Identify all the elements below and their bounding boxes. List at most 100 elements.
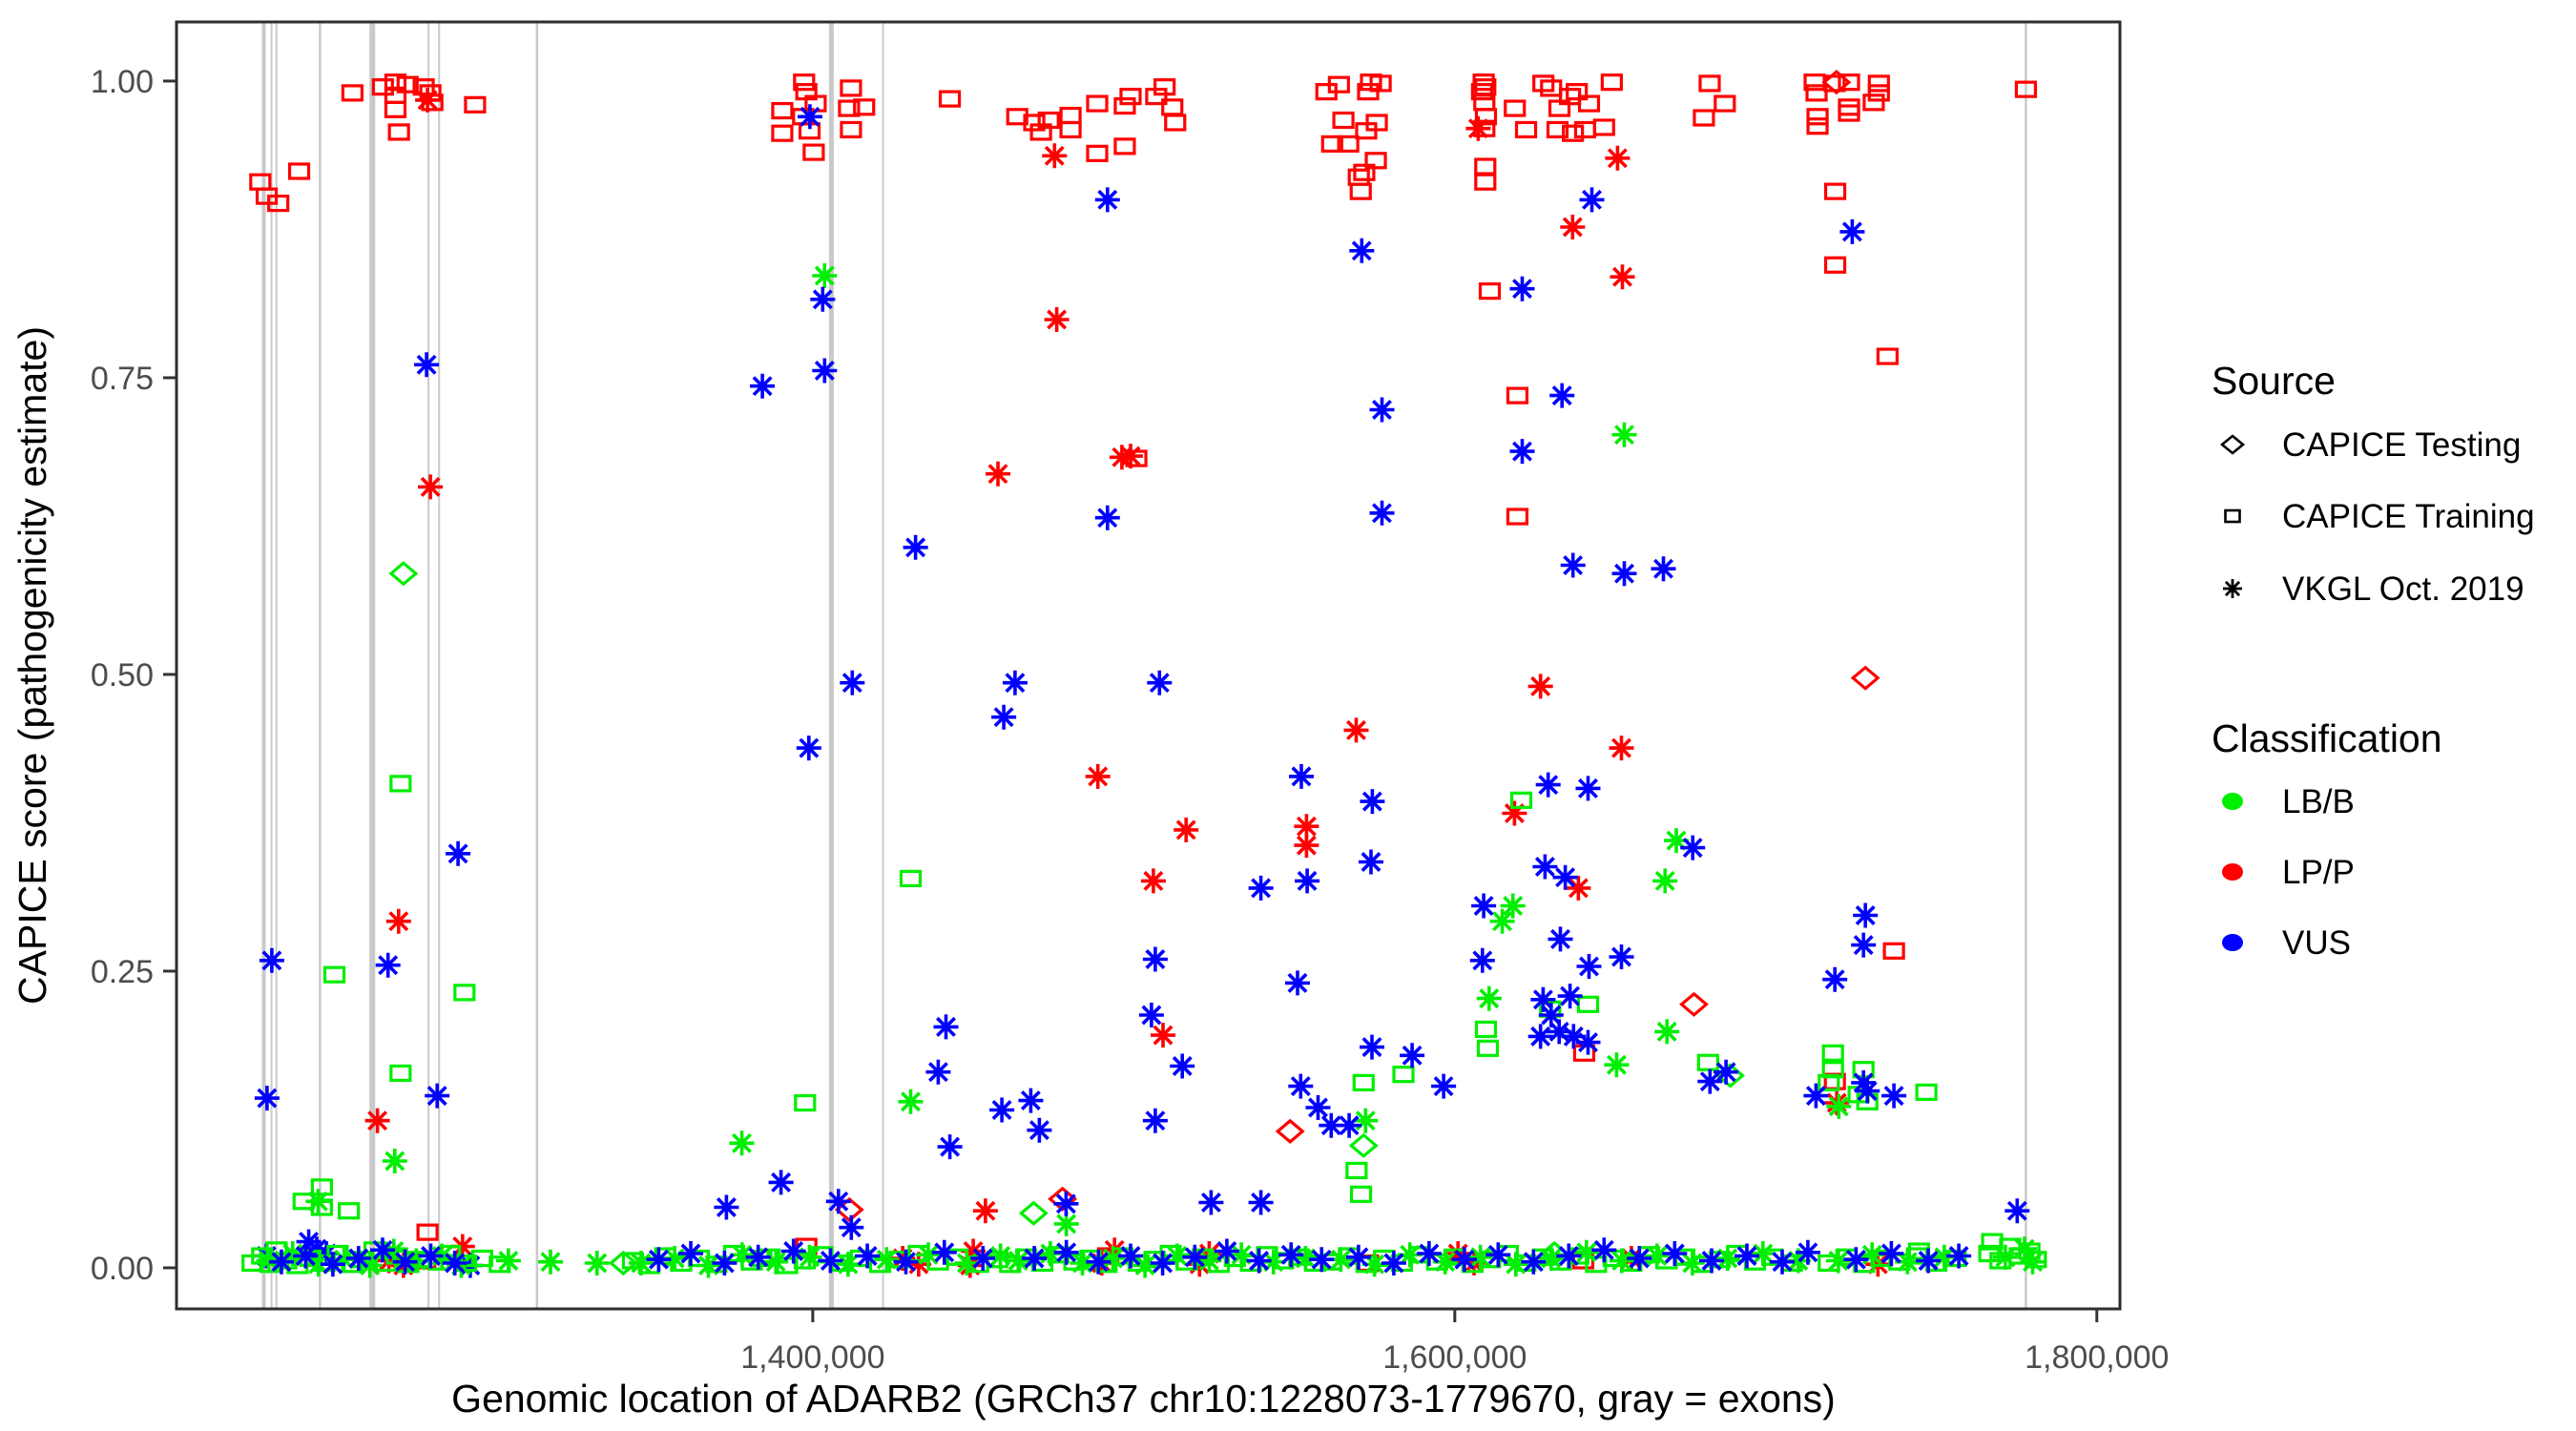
data-point [1803, 1083, 1829, 1109]
data-point [1822, 966, 1848, 992]
data-point [310, 1178, 334, 1196]
data-point [1474, 173, 1497, 191]
data-point [1714, 1246, 1740, 1271]
data-point [1546, 120, 1569, 139]
data-point [1348, 1132, 1379, 1158]
data-point [1416, 1241, 1442, 1266]
data-point [305, 1252, 331, 1277]
data-point [1059, 106, 1082, 125]
data-point [418, 1243, 444, 1269]
data-point [818, 1248, 843, 1274]
data-point [1654, 1019, 1680, 1045]
data-point [1566, 83, 1589, 101]
data-point [1915, 1083, 1938, 1101]
data-point [1472, 73, 1495, 92]
data-point [1289, 763, 1314, 789]
y-tick-label: 1.00 [91, 64, 154, 100]
data-point [1821, 70, 1852, 95]
data-point [1806, 108, 1829, 126]
data-point [384, 100, 407, 118]
data-point [1022, 1246, 1048, 1271]
data-point [269, 1249, 294, 1275]
data-point [771, 101, 794, 120]
data-point [1164, 1243, 1190, 1269]
data-point [1575, 776, 1601, 801]
data-point [1823, 182, 1847, 200]
data-point [1735, 1243, 1759, 1269]
data-point [1838, 73, 1860, 92]
data-point [893, 1249, 919, 1275]
data-point [991, 704, 1017, 730]
data-point [840, 120, 862, 139]
x-tick-label: 1,600,000 [1382, 1339, 1527, 1376]
data-point [1355, 122, 1378, 140]
data-point [1070, 1251, 1095, 1275]
data-point [972, 1198, 998, 1224]
data-point [1862, 93, 1885, 112]
data-point [448, 1253, 474, 1278]
data-point [1164, 114, 1187, 132]
data-point [1579, 187, 1605, 213]
y-tick-label: 0.00 [91, 1251, 154, 1287]
data-point [1609, 1248, 1634, 1274]
data-point [1364, 152, 1387, 170]
legend-classification-swatch [2222, 793, 2243, 810]
legend-source-item-label: CAPICE Training [2282, 498, 2535, 535]
data-point [314, 1241, 340, 1266]
data-point [797, 1244, 822, 1270]
data-point [1931, 1244, 1957, 1270]
data-point [970, 1246, 996, 1271]
data-point [1347, 168, 1370, 186]
data-point [1153, 78, 1176, 96]
y-tick-label: 0.50 [91, 657, 154, 694]
data-point [1611, 561, 1637, 587]
data-point [1086, 1249, 1111, 1275]
data-point [954, 1251, 980, 1275]
data-point [1566, 875, 1591, 901]
data-point [662, 1246, 688, 1271]
data-point [1609, 736, 1634, 761]
data-point [987, 1243, 1013, 1269]
y-tick-label: 0.25 [91, 954, 154, 990]
data-point [938, 90, 962, 108]
data-point [331, 1247, 357, 1273]
data-point [812, 358, 838, 384]
data-point [254, 1086, 280, 1111]
data-point [1349, 1185, 1373, 1203]
data-point [389, 1064, 412, 1083]
data-point [1369, 500, 1395, 526]
data-point [712, 1251, 737, 1275]
data-point [1275, 1118, 1305, 1144]
data-point [1142, 1108, 1168, 1133]
data-point [1392, 1066, 1415, 1084]
data-point [2219, 434, 2246, 455]
data-point [933, 1014, 959, 1040]
data-point [1027, 1117, 1052, 1143]
data-point [1309, 1247, 1335, 1273]
data-point [1337, 1112, 1362, 1138]
data-point [2224, 508, 2241, 524]
data-point [389, 775, 412, 793]
data-point [1509, 791, 1533, 809]
data-point [1821, 1044, 1844, 1062]
data-point [449, 1234, 475, 1259]
data-point [1288, 1073, 1314, 1099]
legend-classification-item-label: LB/B [2282, 783, 2355, 820]
data-point [1142, 946, 1168, 972]
data-point [414, 352, 440, 378]
data-point [370, 1237, 395, 1263]
data-point [768, 1170, 794, 1195]
data-point [794, 1093, 817, 1112]
data-point [442, 1251, 467, 1275]
data-point [1285, 970, 1310, 996]
data-point [898, 1089, 924, 1114]
data-point [364, 1108, 390, 1133]
legend-classification-swatch [2222, 934, 2243, 951]
data-point [1514, 120, 1538, 139]
data-point [1785, 1248, 1811, 1274]
data-point [916, 1242, 941, 1268]
data-point [855, 1243, 881, 1269]
data-point [415, 87, 441, 113]
data-point [1680, 835, 1706, 861]
